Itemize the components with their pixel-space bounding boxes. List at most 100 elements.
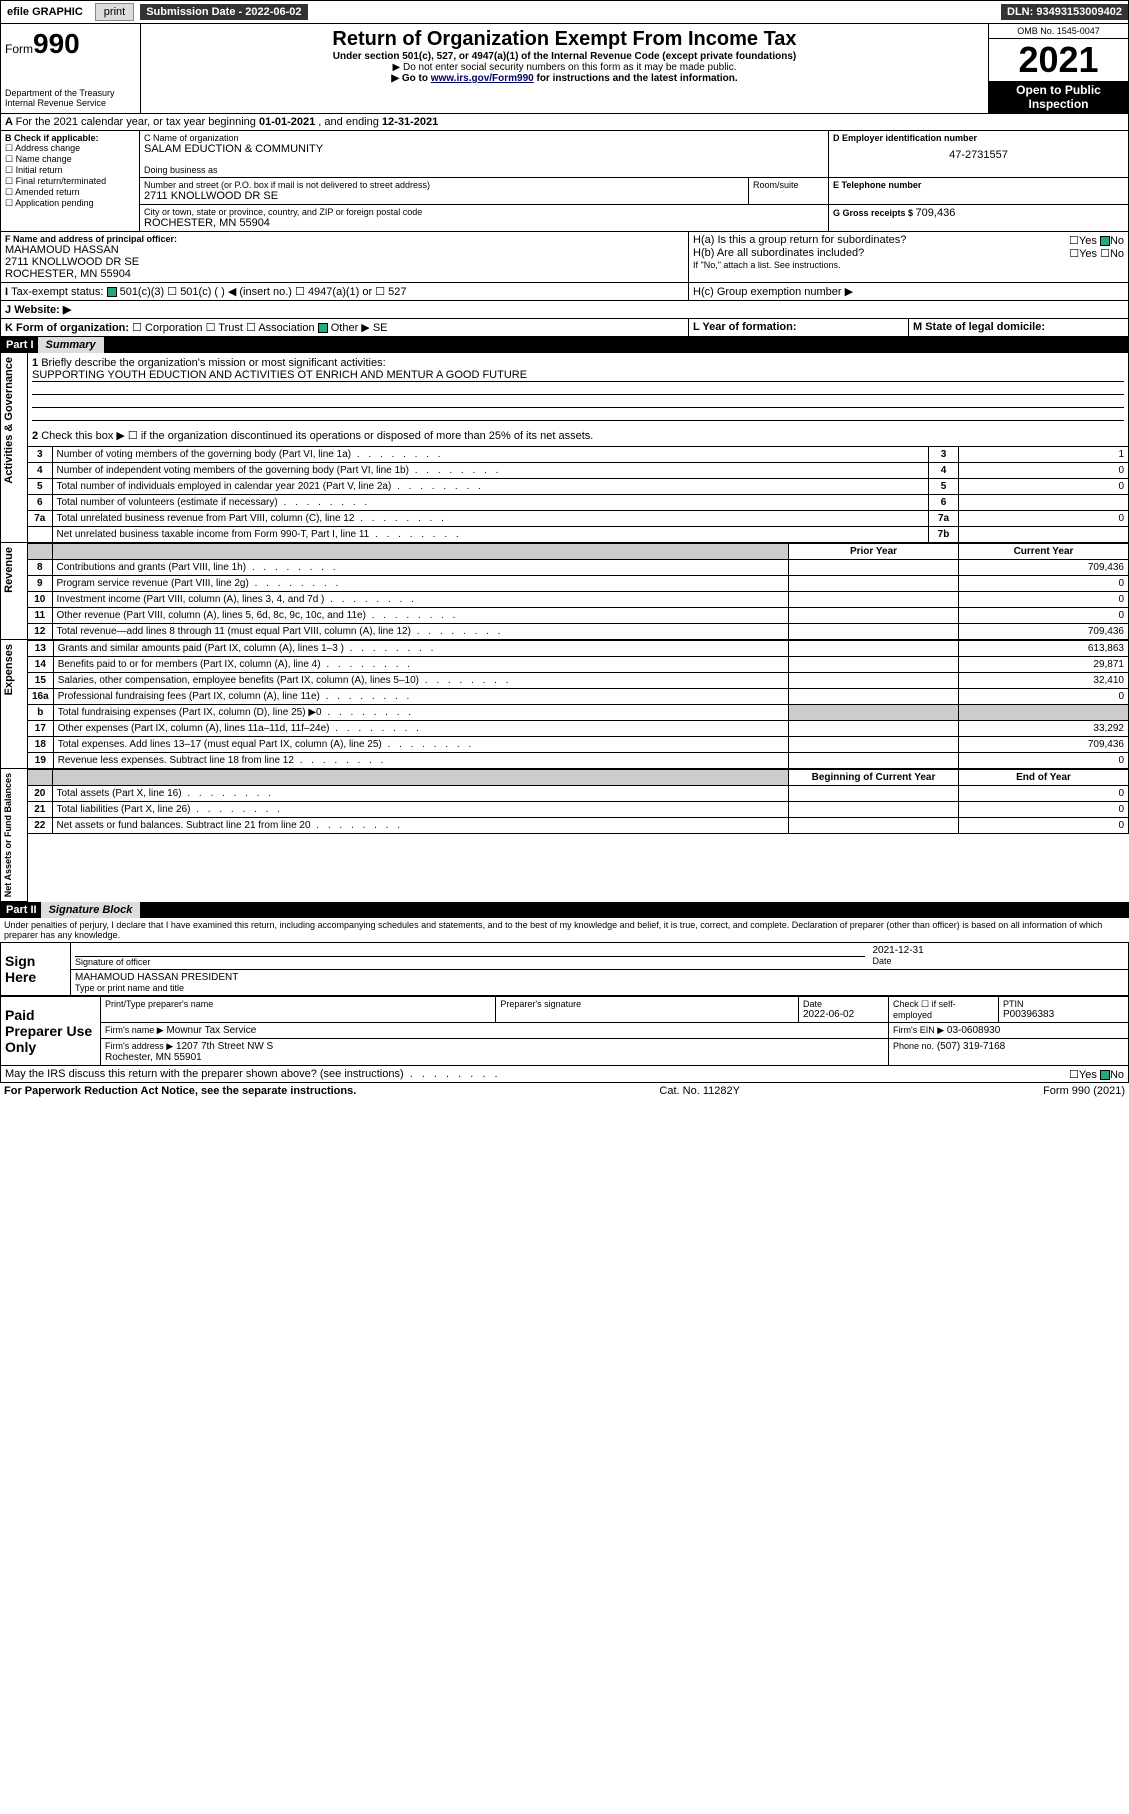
subtitle-1: Under section 501(c), 527, or 4947(a)(1)…: [145, 51, 984, 62]
table-row: Net unrelated business taxable income fr…: [28, 527, 1129, 543]
box-b: B Check if applicable: ☐ Address change …: [0, 131, 140, 232]
form-number: Form990: [5, 28, 136, 60]
table-row: 6Total number of volunteers (estimate if…: [28, 495, 1129, 511]
revenue-table: Prior YearCurrent Year 8Contributions an…: [28, 543, 1129, 640]
q1-label: Briefly describe the organization's miss…: [41, 357, 385, 369]
officer-addr: 2711 KNOLLWOOD DR SE: [5, 256, 684, 268]
website-row: J Website: ▶: [0, 301, 1129, 319]
netassets-table: Beginning of Current YearEnd of Year 20T…: [28, 769, 1129, 834]
table-row: 18Total expenses. Add lines 13–17 (must …: [28, 737, 1129, 753]
checkbox-no-icon: [1100, 1070, 1110, 1080]
form-org-label: K Form of organization:: [5, 322, 129, 334]
expenses-table: 13Grants and similar amounts paid (Part …: [28, 640, 1129, 769]
h-b: H(b) Are all subordinates included?: [693, 247, 1069, 260]
checkbox-no-icon: [1100, 236, 1110, 246]
table-row: 14Benefits paid to or for members (Part …: [28, 657, 1129, 673]
officer-group-block: F Name and address of principal officer:…: [0, 232, 1129, 283]
table-row: 22Net assets or fund balances. Subtract …: [28, 818, 1129, 834]
h-a: H(a) Is this a group return for subordin…: [693, 234, 1069, 247]
h-c: H(c) Group exemption number ▶: [689, 283, 1129, 301]
sign-here-block: Sign Here Signature of officer 2021-12-3…: [0, 942, 1129, 996]
side-governance: Activities & Governance: [1, 353, 17, 488]
table-row: 16aProfessional fundraising fees (Part I…: [28, 689, 1129, 705]
phone-label: E Telephone number: [833, 180, 1124, 190]
table-row: 17Other expenses (Part IX, column (A), l…: [28, 721, 1129, 737]
table-row: 13Grants and similar amounts paid (Part …: [28, 641, 1129, 657]
side-netassets: Net Assets or Fund Balances: [1, 769, 15, 901]
efile-label: efile GRAPHIC: [1, 4, 89, 20]
side-revenue: Revenue: [1, 543, 17, 597]
firm-phone: (507) 319-7168: [937, 1041, 1005, 1052]
part2-header: Part IISignature Block: [0, 902, 1129, 918]
officer-city: ROCHESTER, MN 55904: [5, 268, 684, 280]
entity-block: B Check if applicable: ☐ Address change …: [0, 131, 1129, 232]
addr-value: 2711 KNOLLWOOD DR SE: [144, 190, 744, 202]
sign-here-label: Sign Here: [1, 943, 71, 996]
form-header: Form990 Department of the Treasury Inter…: [0, 24, 1129, 114]
city-value: ROCHESTER, MN 55904: [144, 217, 824, 229]
paid-preparer-block: Paid Preparer Use Only Print/Type prepar…: [0, 996, 1129, 1066]
table-row: 10Investment income (Part VIII, column (…: [28, 592, 1129, 608]
self-employed-check: Check ☐ if self-employed: [889, 997, 999, 1023]
footer: For Paperwork Reduction Act Notice, see …: [0, 1083, 1129, 1099]
submission-date: Submission Date - 2022-06-02: [140, 4, 307, 20]
table-row: 19Revenue less expenses. Subtract line 1…: [28, 753, 1129, 769]
officer-name-title: MAHAMOUD HASSAN PRESIDENT: [75, 972, 1124, 983]
addr-label: Number and street (or P.O. box if mail i…: [144, 180, 744, 190]
dba-label: Doing business as: [144, 165, 824, 175]
table-row: 3Number of voting members of the governi…: [28, 447, 1129, 463]
sig-label: Signature of officer: [75, 957, 865, 967]
sig-date: 2021-12-31: [873, 945, 1125, 956]
state-domicile: M State of legal domicile:: [913, 321, 1045, 333]
table-row: 12Total revenue—add lines 8 through 11 (…: [28, 624, 1129, 640]
irs-label: Internal Revenue Service: [5, 98, 136, 108]
officer-label: F Name and address of principal officer:: [5, 234, 684, 244]
q1-value: SUPPORTING YOUTH EDUCTION AND ACTIVITIES…: [32, 369, 1124, 382]
table-row: 21Total liabilities (Part X, line 26)0: [28, 802, 1129, 818]
table-row: 20Total assets (Part X, line 16)0: [28, 786, 1129, 802]
org-name-label: C Name of organization: [144, 133, 824, 143]
table-row: 9Program service revenue (Part VIII, lin…: [28, 576, 1129, 592]
open-inspection: Open to Public Inspection: [989, 81, 1128, 113]
tax-status-label: Tax-exempt status:: [11, 286, 103, 298]
firm-city: Rochester, MN 55901: [105, 1052, 202, 1063]
preparer-date: 2022-06-02: [803, 1009, 884, 1020]
dept-treasury: Department of the Treasury: [5, 88, 136, 98]
table-row: 5Total number of individuals employed in…: [28, 479, 1129, 495]
checkbox-other-icon: [318, 323, 328, 333]
room-label: Room/suite: [749, 178, 829, 205]
part1-body: Activities & Governance 1 Briefly descri…: [0, 353, 1129, 543]
ptin-value: P00396383: [1003, 1009, 1124, 1020]
discuss-row: May the IRS discuss this return with the…: [0, 1066, 1129, 1083]
print-button[interactable]: print: [95, 3, 134, 21]
checkbox-501c3-icon: [107, 287, 117, 297]
city-label: City or town, state or province, country…: [144, 207, 824, 217]
gross-value: 709,436: [916, 207, 956, 219]
firm-addr: 1207 7th Street NW S: [176, 1041, 273, 1052]
topbar: efile GRAPHIC print Submission Date - 20…: [0, 0, 1129, 24]
gross-label: G Gross receipts $: [833, 208, 916, 218]
year-formation: L Year of formation:: [693, 321, 797, 333]
subtitle-3: ▶ Go to www.irs.gov/Form990 for instruct…: [145, 73, 984, 84]
ein-value: 47-2731557: [833, 149, 1124, 161]
side-expenses: Expenses: [1, 640, 17, 699]
q2-label: Check this box ▶ ☐ if the organization d…: [41, 430, 593, 442]
irs-link[interactable]: www.irs.gov/Form990: [431, 73, 534, 84]
subtitle-2: ▶ Do not enter social security numbers o…: [145, 62, 984, 73]
declaration: Under penalties of perjury, I declare th…: [0, 918, 1129, 942]
table-row: 8Contributions and grants (Part VIII, li…: [28, 560, 1129, 576]
table-row: bTotal fundraising expenses (Part IX, co…: [28, 705, 1129, 721]
part1-header: Part ISummary: [0, 337, 1129, 353]
main-title: Return of Organization Exempt From Incom…: [145, 28, 984, 51]
tax-year: 2021: [989, 39, 1128, 81]
officer-name: MAHAMOUD HASSAN: [5, 244, 684, 256]
table-row: 7aTotal unrelated business revenue from …: [28, 511, 1129, 527]
firm-name: Mownur Tax Service: [166, 1025, 256, 1036]
h-note: If "No," attach a list. See instructions…: [693, 260, 1124, 270]
table-row: 11Other revenue (Part VIII, column (A), …: [28, 608, 1129, 624]
ein-label: D Employer identification number: [833, 133, 1124, 143]
paid-preparer-label: Paid Preparer Use Only: [1, 997, 101, 1066]
period-row: A For the 2021 calendar year, or tax yea…: [0, 114, 1129, 131]
table-row: 15Salaries, other compensation, employee…: [28, 673, 1129, 689]
org-name: SALAM EDUCTION & COMMUNITY: [144, 143, 824, 155]
